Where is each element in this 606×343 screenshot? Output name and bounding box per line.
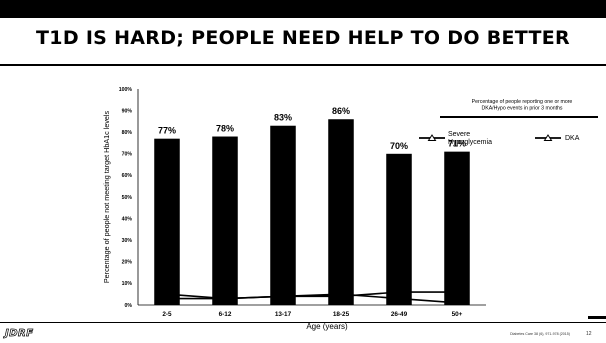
legend-label: DKA [565,135,580,142]
x-tick-label: 18-25 [333,311,350,318]
bar-data-label: 86% [332,106,350,116]
y-tick-label: 10% [122,281,133,287]
footer-divider [0,322,606,323]
bar [270,125,296,305]
legend-title-line: Percentage of people reporting one or mo… [472,99,573,105]
x-tick-label: 26-49 [391,311,408,318]
bar-data-labels: 77% 78% 83% 86% 70% 71% [158,106,466,151]
bar [444,151,470,305]
legend: Percentage of people reporting one or mo… [419,99,598,146]
line-series-path [167,291,457,300]
bar-data-label: 71% [448,139,466,149]
line-series [166,291,458,304]
legend-title-line: DKA/Hypo events in prior 3 months [481,105,562,111]
legend-title: Percentage of people reporting one or mo… [472,99,573,111]
y-tick-label: 40% [122,216,133,222]
y-tick-label: 90% [122,108,133,114]
x-axis-title: Age (years) [306,322,348,331]
page-number: 12 [586,331,592,337]
y-axis-title-text: Percentage of people not meeting target … [102,110,111,283]
top-band [0,0,606,18]
chart-axes [137,89,486,306]
y-tick-label: 100% [119,87,133,93]
x-tick-labels: 2-5 6-12 13-17 18-25 26-49 50+ [162,311,462,318]
slide-title: T1D IS HARD; PEOPLE NEED HELP TO DO BETT… [36,27,570,49]
citation: Diabetes Care 38 (6), 971-978 (2015) [510,332,570,336]
bar-data-label: 77% [158,126,176,136]
x-tick-label: 13-17 [275,311,292,318]
footer-corner-mark [588,316,606,319]
bar-data-label: 83% [274,113,292,123]
bar [386,153,412,305]
y-tick-label: 60% [122,173,133,179]
x-tick-label: 2-5 [162,311,172,318]
x-tick-label: 6-12 [219,311,232,318]
legend-label-line: Severe [448,131,470,138]
legend-triangle-marker [427,134,437,141]
y-tick-label: 80% [122,130,133,136]
bars [154,119,470,306]
jdrf-logo: JDRF [5,328,34,340]
y-tick-label: 50% [122,195,133,201]
y-tick-label: 0% [125,303,133,309]
y-axis-title: Percentage of people not meeting target … [102,110,111,283]
x-tick-label: 50+ [452,311,463,318]
y-tick-label: 70% [122,152,133,158]
y-tick-label: 20% [122,260,133,266]
bar-data-label: 78% [216,124,234,134]
bar-data-label: 70% [390,141,408,151]
legend-label-line: Hypoglycemia [448,139,492,146]
bar [212,136,238,305]
bar [328,119,354,306]
y-tick-label: 30% [122,238,133,244]
legend-label: Severe Hypoglycemia [448,131,492,146]
y-tick-labels: 0% 10% 20% 30% 40% 50% 60% 70% 80% 90% 100% [119,87,133,309]
bar [154,138,180,305]
title-divider [0,64,606,66]
legend-triangle-marker [543,134,553,141]
